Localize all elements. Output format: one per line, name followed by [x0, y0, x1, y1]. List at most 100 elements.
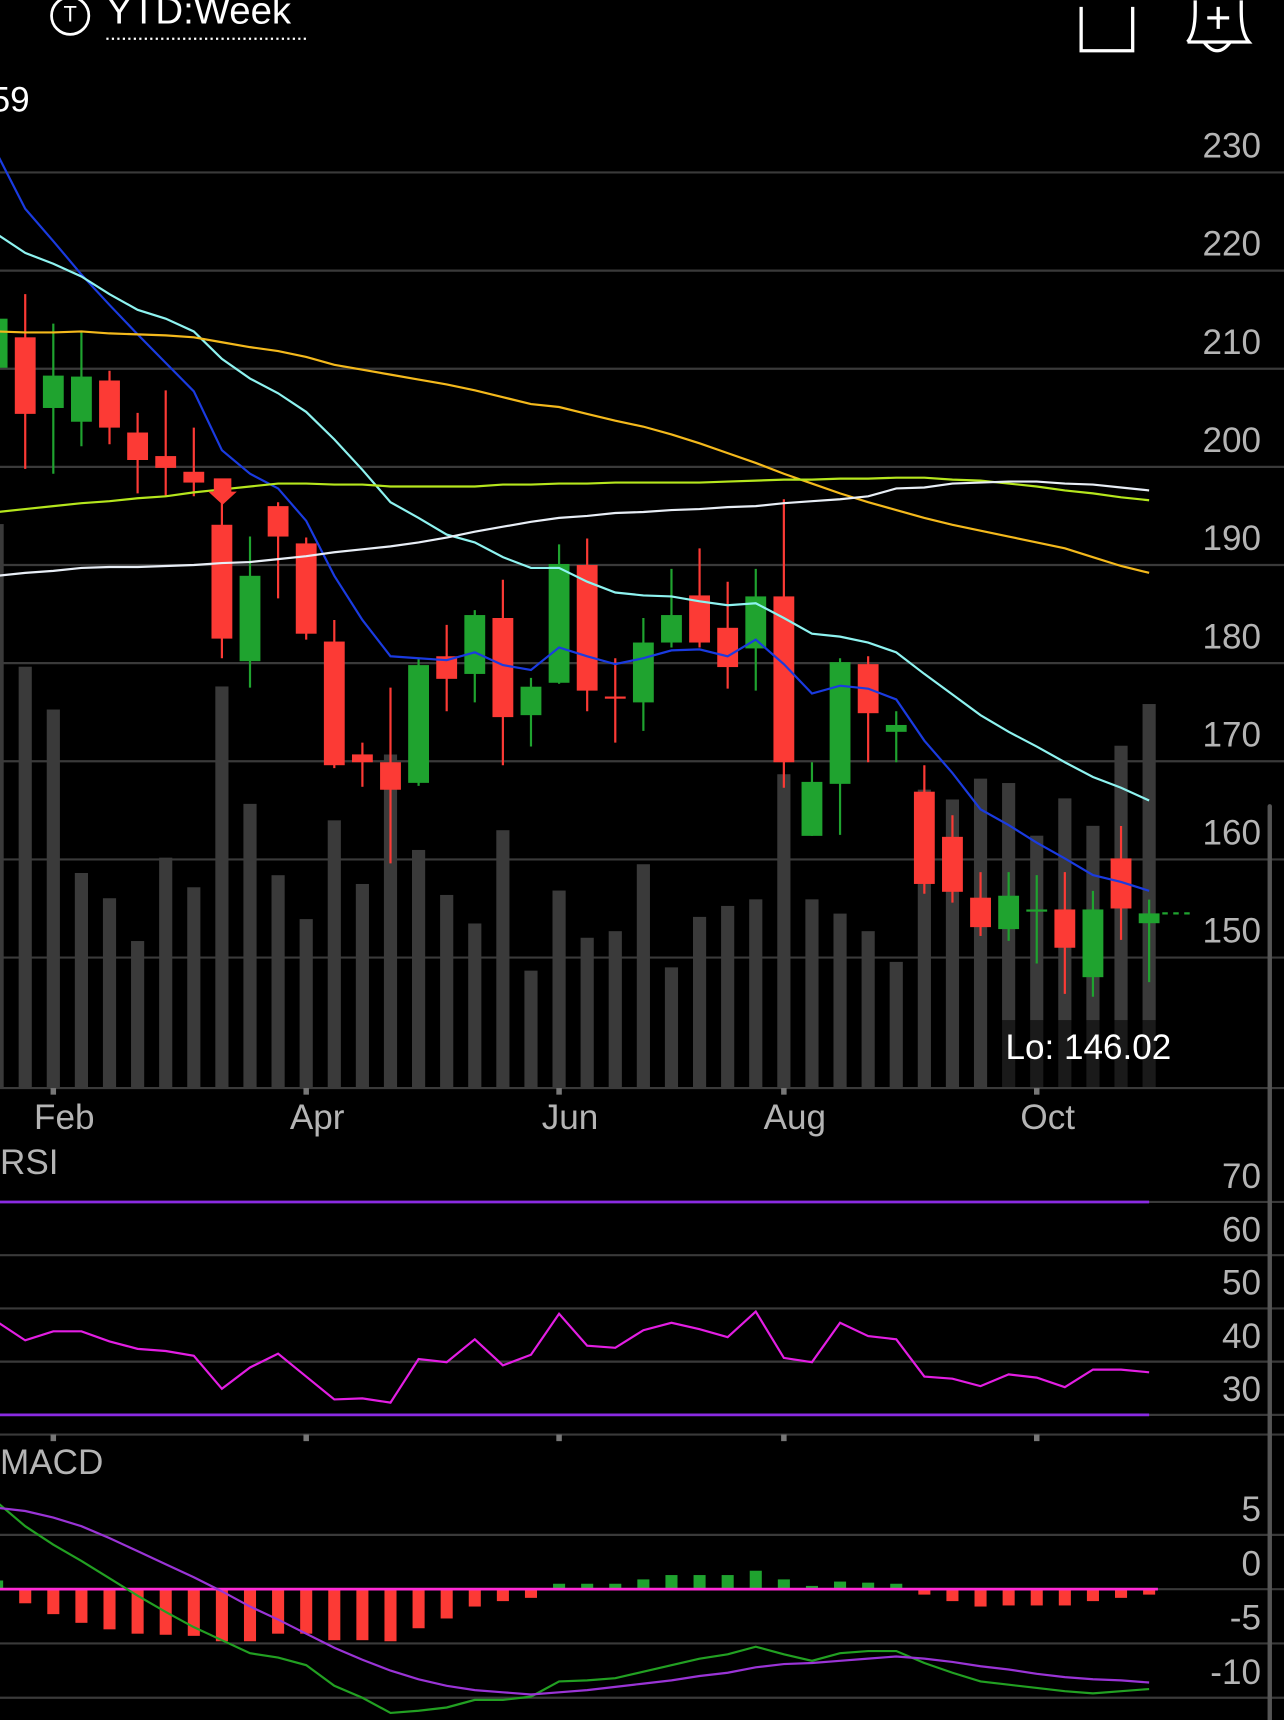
y-tick-label: -5: [1230, 1599, 1261, 1638]
histogram-bar: [300, 1589, 313, 1634]
histogram-bar: [1086, 1589, 1099, 1602]
y-tick-label: 50: [1222, 1264, 1261, 1303]
candle-body: [239, 575, 261, 662]
moving-average-line: [0, 480, 1150, 577]
candle-body: [99, 380, 120, 428]
volume-bar: [833, 913, 847, 1089]
volume-bar: [805, 899, 819, 1089]
volume-bar: [524, 970, 538, 1089]
low-label-box: [1000, 1020, 1161, 1089]
alert-icon[interactable]: [1186, 0, 1253, 53]
candle-body: [1026, 909, 1048, 912]
histogram-bar: [918, 1589, 931, 1595]
volume-bar: [355, 883, 369, 1089]
histogram-bar: [524, 1589, 538, 1598]
histogram-bar: [440, 1589, 453, 1619]
y-tick-label: 170: [1202, 715, 1261, 754]
candle-body: [942, 836, 963, 892]
histogram-bar: [412, 1589, 425, 1629]
volume-bar: [187, 887, 201, 1089]
histogram-bar: [496, 1589, 509, 1602]
candle-body: [1082, 909, 1104, 978]
x-tick-label: Aug: [764, 1098, 826, 1137]
volume-bar: [889, 961, 903, 1089]
histogram-bar: [1115, 1589, 1128, 1598]
histogram-bar: [47, 1589, 60, 1615]
histogram-bar: [328, 1589, 341, 1641]
candle-body: [351, 754, 373, 763]
candle-body: [1110, 858, 1132, 909]
candle-body: [773, 596, 795, 763]
y-tick-label: 180: [1202, 617, 1261, 656]
histogram-bar: [75, 1589, 88, 1623]
histogram-bar: [581, 1583, 594, 1590]
histogram-bar: [834, 1581, 847, 1590]
y-tick-label: 200: [1202, 421, 1261, 460]
volume-bar: [243, 803, 257, 1089]
candle-body: [127, 432, 149, 461]
histogram-bar: [721, 1575, 734, 1590]
candle-body: [323, 641, 345, 766]
candle-body: [70, 376, 92, 422]
histogram-bar: [103, 1589, 116, 1630]
volume-bar: [383, 754, 398, 1089]
volume-bar: [159, 857, 173, 1089]
candle-body: [520, 686, 542, 716]
y-tick-label: 220: [1202, 225, 1261, 264]
candle-body: [576, 565, 598, 691]
volume-bar: [299, 919, 313, 1089]
histogram-bar: [243, 1589, 257, 1642]
candle-body: [183, 471, 205, 483]
moving-average-line: [0, 330, 1150, 574]
y-tick-label: 60: [1222, 1210, 1261, 1249]
share-icon[interactable]: [1079, 0, 1135, 53]
histogram-bar: [749, 1570, 762, 1590]
histogram-bar: [19, 1589, 32, 1604]
histogram-bar: [862, 1582, 875, 1590]
y-tick-label: 230: [1202, 127, 1261, 166]
range-title[interactable]: YTD:Week: [106, 0, 292, 33]
volume-bar: [692, 916, 707, 1089]
histogram-bar: [890, 1583, 903, 1590]
panel-title: MACD: [0, 1443, 103, 1482]
volume-bar: [0, 524, 4, 1089]
histogram-bar: [215, 1589, 228, 1642]
candle-body: [998, 895, 1020, 930]
mode-icon-letter: T: [63, 1, 76, 26]
volume-bar: [552, 890, 566, 1089]
candle-body: [464, 615, 486, 674]
y-tick-label: 0: [1241, 1544, 1261, 1583]
y-tick-label: 30: [1222, 1370, 1261, 1409]
histogram-bar: [187, 1589, 200, 1636]
candle-body: [0, 318, 8, 368]
histogram-bar: [468, 1589, 481, 1607]
x-tick-label: Oct: [1020, 1098, 1075, 1137]
histogram-bar: [693, 1575, 706, 1590]
y-tick-label: 40: [1222, 1317, 1261, 1356]
plot-layers: 150 160 170 180 190 200 210 220 230 Lo: 146.02 Feb…: [0, 127, 1284, 1715]
volume-bar: [608, 931, 622, 1089]
volume-bar: [271, 875, 285, 1089]
candle-body: [689, 595, 710, 643]
signal-arrow: [208, 478, 237, 505]
mode-icon[interactable]: [50, 0, 91, 36]
volume-bar: [46, 709, 60, 1089]
volume-bar: [749, 899, 763, 1089]
candle-body: [155, 456, 177, 468]
moving-average-line: [0, 157, 1150, 892]
x-tick-label: Jun: [542, 1098, 599, 1137]
candle-body: [492, 617, 514, 718]
candle-body: [211, 524, 233, 639]
candle-body: [632, 642, 654, 703]
volume-bar: [18, 666, 32, 1089]
y-tick-label: 150: [1202, 912, 1261, 951]
volume-bar: [721, 905, 735, 1089]
histogram-bar: [1002, 1589, 1015, 1606]
volume-bar: [327, 820, 341, 1089]
histogram-bar: [637, 1579, 650, 1590]
histogram-bar: [272, 1589, 285, 1634]
price-fragment: 59: [0, 81, 30, 120]
candle-body: [1138, 913, 1160, 924]
candle-body: [295, 543, 317, 634]
